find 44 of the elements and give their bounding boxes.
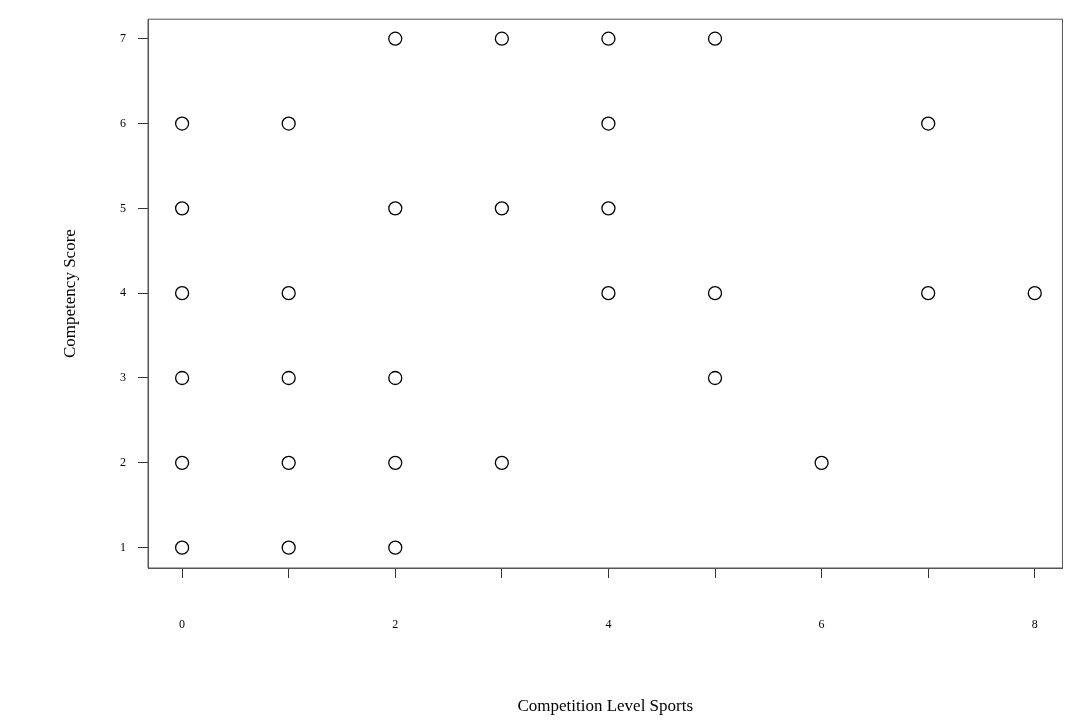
- x-tick-label: 4: [605, 617, 612, 632]
- point: [601, 286, 616, 301]
- point: [1027, 286, 1042, 301]
- point: [281, 286, 296, 301]
- point: [601, 116, 616, 131]
- x-tick-label: 0: [179, 617, 186, 632]
- point: [388, 201, 403, 216]
- y-tick-label: 2: [120, 454, 126, 469]
- point: [174, 201, 190, 216]
- point: [921, 116, 936, 131]
- point: [174, 286, 190, 301]
- x-tick-label: 6: [818, 617, 825, 632]
- point: [388, 370, 403, 386]
- y-tick-label: 6: [120, 115, 126, 130]
- point: [281, 116, 296, 131]
- y-tick-label: 4: [120, 285, 126, 300]
- point: [707, 286, 723, 301]
- point: [174, 116, 190, 131]
- point: [388, 31, 403, 46]
- y-tick-label: 5: [120, 200, 126, 215]
- point: [921, 286, 936, 301]
- point: [494, 201, 509, 216]
- point: [388, 540, 403, 555]
- x-tick-label: 8: [1031, 617, 1038, 632]
- point: [707, 31, 723, 46]
- y-tick-label: 7: [120, 30, 126, 45]
- point: [174, 455, 190, 470]
- y-axis-title: Competency Score: [59, 229, 79, 359]
- x-tick-label: 2: [392, 617, 399, 632]
- point: [707, 370, 723, 386]
- point: [281, 455, 296, 470]
- point: [814, 455, 829, 470]
- point: [174, 370, 190, 386]
- point: [388, 455, 403, 470]
- y-tick-label: 3: [120, 370, 126, 385]
- point: [494, 455, 509, 470]
- point: [601, 31, 616, 46]
- point: [494, 31, 509, 46]
- x-axis-title: Competition Level Sports: [517, 696, 694, 716]
- y-tick-label: 1: [120, 539, 126, 554]
- point: [174, 540, 190, 555]
- point: [281, 370, 296, 386]
- point: [601, 201, 616, 216]
- point: [281, 540, 296, 555]
